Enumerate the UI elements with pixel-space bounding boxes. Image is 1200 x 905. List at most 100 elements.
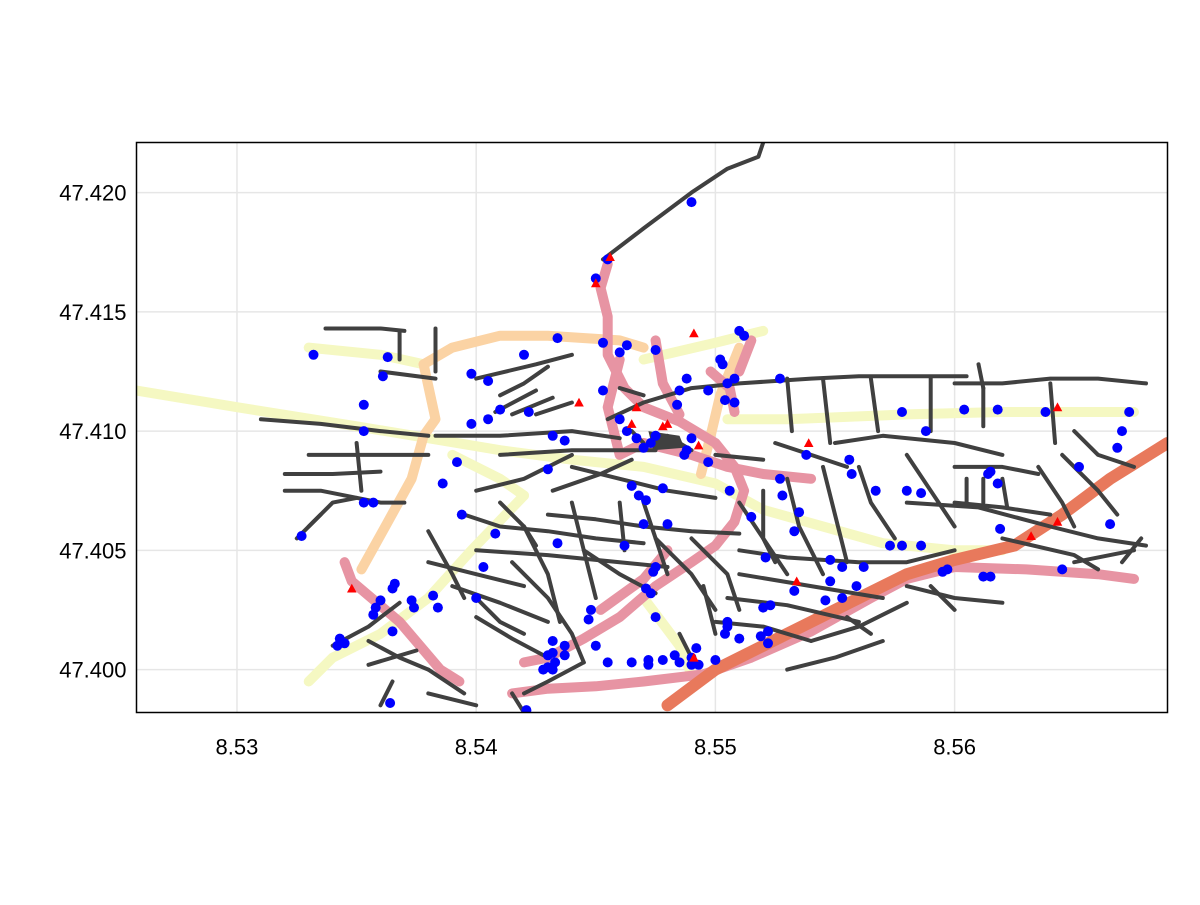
marker-triangle-5 xyxy=(658,421,668,431)
street-line-4-22 xyxy=(569,464,718,500)
stop-point-60 xyxy=(992,478,1003,489)
street-line-4-82 xyxy=(701,584,718,636)
street-line-4-63 xyxy=(821,464,849,565)
street-line-4-79 xyxy=(641,500,670,577)
stop-point-147 xyxy=(686,659,697,670)
stop-point-125 xyxy=(720,628,730,639)
street-line-4-55 xyxy=(1036,464,1077,529)
street-line-4-19 xyxy=(462,512,646,546)
stop-point-81 xyxy=(995,523,1006,534)
stop-point-83 xyxy=(296,531,307,541)
stop-point-66 xyxy=(724,485,735,496)
street-line-4-46 xyxy=(868,376,881,434)
stop-point-37 xyxy=(1117,426,1127,437)
street-line-4-15 xyxy=(498,448,658,457)
marker-triangle-1 xyxy=(591,278,601,288)
stop-point-150 xyxy=(626,657,637,668)
stop-point-59 xyxy=(983,469,994,479)
marker-triangle-2 xyxy=(689,328,699,338)
stop-point-56 xyxy=(1112,442,1123,453)
stop-point-49 xyxy=(679,449,690,460)
stop-point-76 xyxy=(638,519,649,530)
stop-point-100 xyxy=(978,571,989,582)
street-line-4-48 xyxy=(833,433,1005,457)
x-tick-label-0: 8.53 xyxy=(216,735,259,760)
street-line-4-32 xyxy=(426,667,467,696)
street-line-4-26 xyxy=(426,560,526,589)
stop-point-24 xyxy=(672,399,683,410)
stop-point-94 xyxy=(648,566,659,577)
stop-point-63 xyxy=(775,473,785,484)
street-line-4-61 xyxy=(904,452,957,529)
street-line-4-29 xyxy=(510,560,586,665)
x-tick-label-1: 8.54 xyxy=(455,735,498,760)
stop-point-138 xyxy=(542,650,553,661)
stop-point-158 xyxy=(377,371,388,382)
street-line-4-68 xyxy=(737,572,885,600)
stop-point-50 xyxy=(358,426,369,437)
street-line-4-20 xyxy=(474,548,670,569)
stop-point-7 xyxy=(739,330,750,341)
stop-point-10 xyxy=(614,347,625,358)
stop-point-35 xyxy=(1040,407,1051,417)
route-line-2-7 xyxy=(734,335,757,377)
route-line-2-9 xyxy=(507,669,709,699)
street-line-4-76 xyxy=(785,639,885,672)
route-line-0-3 xyxy=(722,407,1139,425)
stop-point-31 xyxy=(466,418,477,429)
y-axis-ticks: 47.400 47.405 47.410 47.415 47.420 xyxy=(59,181,126,683)
stop-point-129 xyxy=(734,633,745,644)
street-line-4-45 xyxy=(821,376,833,445)
stop-point-68 xyxy=(626,480,637,491)
stop-point-96 xyxy=(837,562,848,572)
stop-point-99 xyxy=(1057,564,1068,575)
stop-point-86 xyxy=(619,540,630,551)
stop-point-51 xyxy=(452,457,462,468)
street-line-4-36 xyxy=(426,691,479,708)
plot-area xyxy=(136,142,1168,713)
street-line-4-8 xyxy=(510,395,555,417)
y-tick-label-4: 47.420 xyxy=(59,181,126,206)
stop-point-44 xyxy=(547,430,558,441)
route-line-2-4 xyxy=(595,545,673,615)
stop-point-4 xyxy=(382,352,393,363)
marker-triangle-10 xyxy=(1052,402,1063,412)
stop-point-75 xyxy=(456,509,467,520)
stop-point-40 xyxy=(631,433,642,444)
stop-point-104 xyxy=(837,593,848,603)
stop-point-120 xyxy=(586,604,596,615)
stop-point-27 xyxy=(358,399,369,410)
street-line-4-59 xyxy=(1000,476,1010,510)
street-line-4-14 xyxy=(433,429,622,441)
street-line-4-43 xyxy=(605,374,969,422)
stop-point-91 xyxy=(858,562,869,572)
stop-point-17 xyxy=(729,373,740,384)
stop-point-156 xyxy=(385,698,396,708)
stop-point-33 xyxy=(959,404,970,415)
route-line-3-0 xyxy=(661,437,1168,712)
stop-point-38 xyxy=(614,414,625,425)
stop-point-140 xyxy=(691,643,702,654)
stop-point-92 xyxy=(478,562,489,572)
stop-point-12 xyxy=(519,349,529,360)
stop-point-11 xyxy=(650,345,661,355)
stop-point-3 xyxy=(308,349,319,360)
stop-point-79 xyxy=(794,507,805,518)
street-line-4-42 xyxy=(474,596,526,636)
marker-triangle-13 xyxy=(791,576,802,586)
stop-point-0 xyxy=(686,197,697,208)
stop-point-41 xyxy=(650,430,661,441)
street-line-4-6 xyxy=(498,364,550,398)
marker-triangle-15 xyxy=(689,652,699,662)
street-line-4-71 xyxy=(904,500,1148,548)
marker-triangle-11 xyxy=(1052,516,1063,526)
stop-point-133 xyxy=(332,640,343,651)
marker-triangle-0 xyxy=(605,252,615,261)
stop-point-139 xyxy=(559,650,570,661)
stop-point-103 xyxy=(851,581,862,592)
stop-point-52 xyxy=(542,464,553,475)
stop-point-126 xyxy=(763,626,773,637)
marker-triangle-8 xyxy=(803,438,814,447)
stop-point-114 xyxy=(409,602,419,613)
